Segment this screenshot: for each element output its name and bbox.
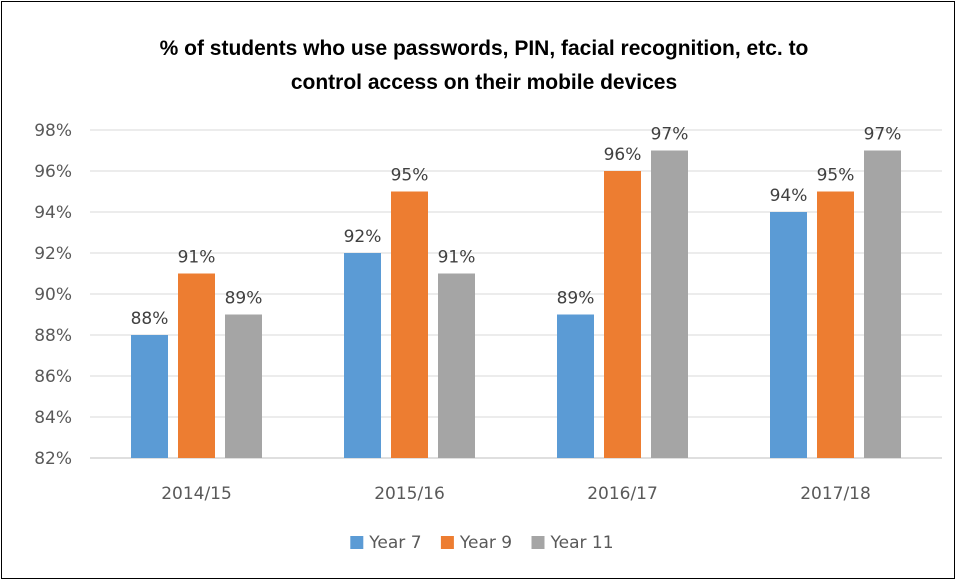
y-tick-label: 86% [34,367,72,387]
legend-swatch [350,536,364,549]
data-label: 91% [438,248,476,268]
bar [131,335,168,458]
data-label: 88% [131,309,169,329]
bar [178,273,215,458]
x-axis: 2014/15 2015/16 2016/17 2017/18 [161,484,871,504]
data-label: 95% [391,166,429,186]
data-label: 92% [344,227,382,247]
x-tick-label: 2016/17 [587,484,658,504]
bar [770,212,807,458]
y-tick-label: 82% [34,449,72,469]
bar [344,253,381,458]
y-tick-label: 84% [34,408,72,428]
bar [817,191,854,458]
legend-label: Year 9 [459,533,512,553]
data-label: 91% [178,248,216,268]
legend-label: Year 7 [368,533,421,553]
y-tick-label: 90% [34,285,72,305]
y-axis: 82% 84% 86% 88% 90% 92% 94% 96% 98% [34,121,72,469]
data-labels: 88% 91% 89% 92% 95% 91% 89% 96% 97% 94% 95% 97% [131,125,902,330]
data-label: 95% [817,166,855,186]
gridlines [90,129,942,459]
x-tick-label: 2014/15 [161,484,232,504]
data-label: 94% [770,186,808,206]
bar [438,273,475,458]
chart-title-line-1: % of students who use passwords, PIN, fa… [160,37,809,60]
bar [864,150,901,458]
x-tick-label: 2017/18 [800,484,871,504]
x-tick-label: 2015/16 [374,484,445,504]
data-label: 97% [651,125,689,145]
data-label: 97% [864,125,902,145]
legend-swatch [440,536,454,549]
y-tick-label: 94% [34,203,72,223]
data-label: 89% [557,289,595,309]
y-tick-label: 98% [34,121,72,141]
bar [557,314,594,458]
legend-label: Year 11 [550,533,614,553]
y-tick-label: 96% [34,162,72,182]
legend-swatch [531,536,545,549]
bar [225,314,262,458]
bar [651,150,688,458]
chart-title-line-2: control access on their mobile devices [291,71,677,94]
bar [604,171,641,458]
legend: Year 7 Year 9 Year 11 [350,533,614,553]
data-label: 96% [604,145,642,165]
data-label: 89% [225,289,263,309]
bars [131,150,901,458]
y-tick-label: 92% [34,244,72,264]
bar [391,191,428,458]
y-tick-label: 88% [34,326,72,346]
